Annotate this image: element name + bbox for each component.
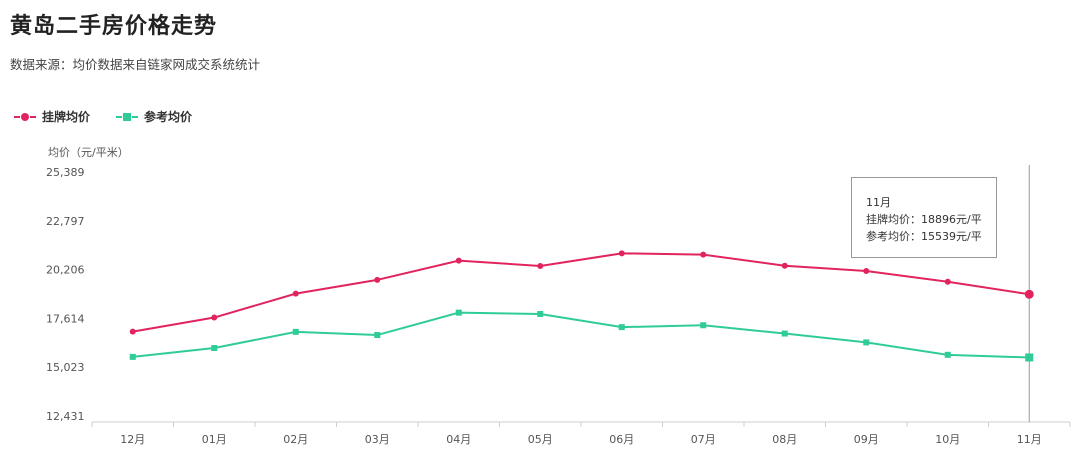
- legend-item-listing[interactable]: 挂牌均价: [14, 108, 90, 125]
- x-tick-label: 10月: [935, 433, 960, 446]
- series-point: [129, 328, 136, 335]
- series-point: [292, 290, 299, 297]
- series-point: [700, 251, 707, 258]
- x-tick-label: 03月: [365, 433, 390, 446]
- series-point: [700, 322, 707, 329]
- y-axis-title: 均价（元/平米）: [48, 146, 129, 159]
- series-point: [292, 328, 299, 335]
- series-point: [129, 353, 136, 360]
- x-tick-label: 04月: [446, 433, 471, 446]
- y-tick-label: 20,206: [46, 264, 85, 277]
- chart-legend: 挂牌均价 参考均价: [14, 108, 192, 125]
- y-tick-label: 25,389: [46, 166, 85, 179]
- x-tick-label: 11月: [1017, 433, 1042, 446]
- legend-item-reference[interactable]: 参考均价: [116, 108, 192, 125]
- series-point: [374, 332, 381, 339]
- x-tick-label: 08月: [772, 433, 797, 446]
- page-title: 黄岛二手房价格走势: [10, 14, 218, 39]
- series-point: [1025, 353, 1034, 362]
- series-point: [537, 310, 544, 317]
- series-point: [618, 324, 625, 331]
- x-tick-label: 12月: [120, 433, 145, 446]
- y-tick-label: 22,797: [46, 215, 85, 228]
- data-source-note: 数据来源：均价数据来自链家网成交系统统计: [10, 57, 261, 72]
- series-point: [211, 314, 218, 321]
- series-point: [944, 351, 951, 358]
- series-point: [455, 257, 462, 264]
- x-tick-label: 01月: [202, 433, 227, 446]
- series-point: [863, 268, 870, 275]
- series-point: [374, 276, 381, 283]
- y-tick-label: 12,431: [46, 410, 85, 423]
- hover-tooltip: 11月 挂牌均价：18896元/平 参考均价：15539元/平: [851, 177, 997, 258]
- series-point: [944, 278, 951, 285]
- x-tick-label: 06月: [609, 433, 634, 446]
- chart-series: [129, 250, 1034, 362]
- x-tick-label: 05月: [528, 433, 553, 446]
- series-line: [132, 252, 1030, 333]
- legend-reference-marker: [116, 111, 139, 123]
- tooltip-listing-price: 挂牌均价：18896元/平: [866, 213, 982, 226]
- x-tick-label: 09月: [854, 433, 879, 446]
- legend-reference-label: 参考均价: [144, 110, 193, 124]
- legend-listing-marker: [14, 111, 36, 123]
- legend-listing-label: 挂牌均价: [42, 110, 91, 124]
- series-point: [781, 262, 788, 269]
- x-tick-label: 07月: [691, 433, 716, 446]
- tooltip-reference-price: 参考均价：15539元/平: [866, 230, 982, 243]
- series-point: [1024, 289, 1034, 299]
- series-point: [781, 330, 788, 337]
- series-point: [211, 345, 218, 352]
- series-point: [618, 250, 625, 257]
- y-tick-label: 17,614: [46, 312, 85, 325]
- x-tick-label: 02月: [283, 433, 308, 446]
- tooltip-month: 11月: [866, 196, 891, 209]
- series-point: [537, 262, 544, 269]
- series-line: [132, 311, 1030, 359]
- y-tick-label: 15,023: [46, 361, 85, 374]
- series-point: [863, 339, 870, 346]
- series-point: [455, 309, 462, 316]
- chart-axes: 25,389 22,797 20,206 17,614 15,023 12,431 12月 0…: [46, 165, 1071, 446]
